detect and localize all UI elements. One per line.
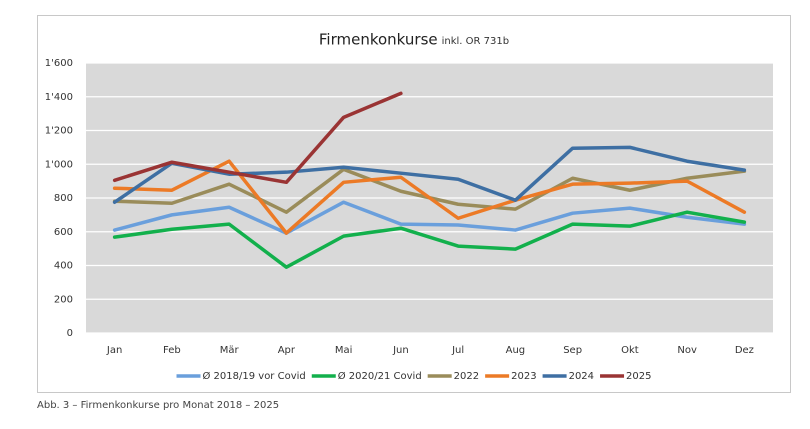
- x-tick-label: Dez: [735, 345, 754, 356]
- caption: Abb. 3 – Firmenkonkurse pro Monat 2018 –…: [37, 400, 279, 411]
- x-tick-label: Jan: [106, 345, 122, 356]
- x-tick-label: Jun: [392, 345, 409, 356]
- x-tick-label: Nov: [677, 345, 697, 356]
- y-tick-label: 800: [54, 193, 73, 204]
- legend-item: 2025: [600, 371, 651, 382]
- legend-item: 2022: [427, 371, 479, 382]
- y-tick-label: 1'400: [45, 92, 73, 103]
- x-tick-label: Feb: [163, 345, 181, 356]
- legend-item: 2023: [485, 371, 537, 382]
- y-tick-label: 200: [54, 294, 73, 305]
- legend-label: 2025: [626, 371, 651, 382]
- y-tick-label: 1'200: [45, 126, 73, 137]
- series-line: [112, 200, 747, 235]
- legend-item: Ø 2018/19 vor Covid: [176, 370, 306, 382]
- y-tick-label: 1'600: [45, 58, 73, 69]
- legend-item: 2024: [542, 371, 594, 382]
- chart-subtitle: inkl. OR 731b: [442, 36, 509, 47]
- x-tick-label: Jul: [451, 345, 464, 356]
- legend-label: 2022: [454, 371, 479, 382]
- y-tick-label: 1'000: [45, 159, 73, 170]
- series-line: [112, 145, 747, 204]
- chart-title: Firmenkonkurse: [319, 31, 438, 49]
- series-line: [112, 91, 403, 185]
- x-tick-label: Okt: [621, 345, 639, 356]
- x-tick-label: Mai: [335, 345, 353, 356]
- y-tick-label: 600: [54, 227, 73, 238]
- x-tick-label: Aug: [506, 345, 526, 356]
- legend-label: 2024: [569, 371, 594, 382]
- y-tick-label: 400: [54, 261, 73, 272]
- legend-label: 2023: [511, 371, 536, 382]
- legend-label: Ø 2020/21 Covid: [338, 370, 422, 382]
- x-tick-label: Apr: [278, 345, 296, 356]
- x-tick-label: Mär: [220, 345, 240, 356]
- y-tick-label: 0: [67, 328, 73, 339]
- x-tick-label: Sep: [563, 345, 582, 356]
- series-line: [112, 159, 747, 235]
- legend-item: Ø 2020/21 Covid: [311, 370, 422, 382]
- legend-label: Ø 2018/19 vor Covid: [203, 370, 306, 382]
- series-line: [112, 210, 747, 269]
